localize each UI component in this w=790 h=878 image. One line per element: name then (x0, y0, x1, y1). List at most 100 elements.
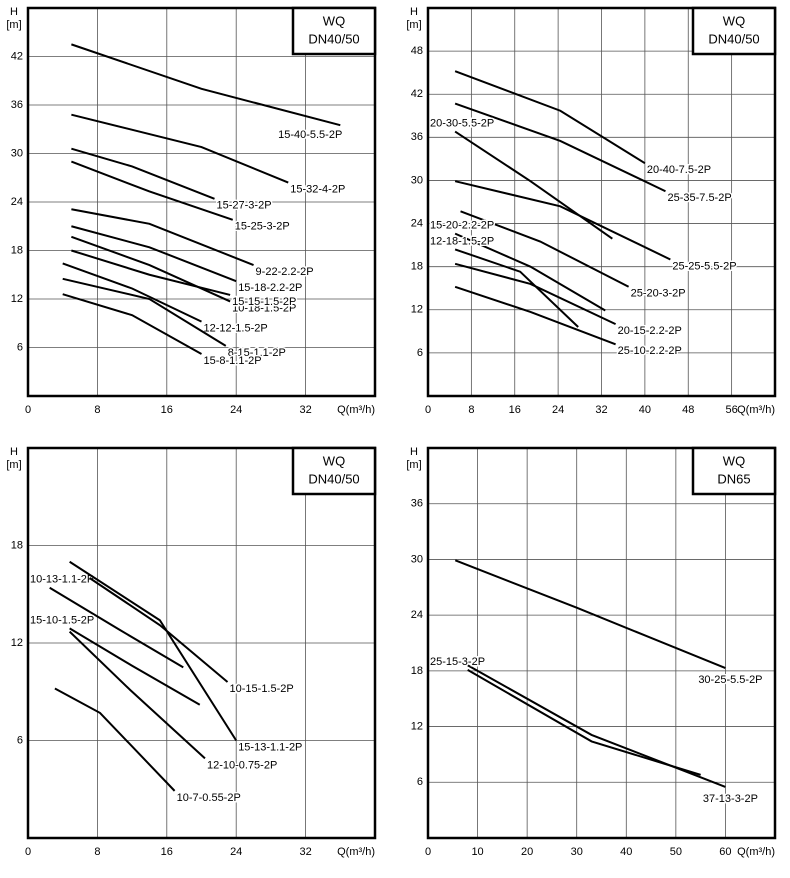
x-tick-label: 0 (25, 846, 31, 858)
y-axis-unit: [m] (406, 459, 421, 471)
pump-curve (69, 560, 238, 742)
y-tick-label: 6 (417, 776, 423, 788)
y-tick-label: 30 (411, 553, 423, 565)
y-axis-label: H (410, 446, 418, 458)
curve-label: 10-15-1.5-2P (230, 683, 294, 695)
curve-label: 15-25-3-2P (235, 221, 290, 233)
y-tick-label: 24 (11, 196, 23, 208)
pump-curve (454, 70, 646, 165)
curve-label: 25-35-7.5-2P (667, 192, 731, 204)
y-tick-label: 18 (411, 261, 423, 273)
pump-curve (71, 43, 341, 127)
y-tick-label: 12 (411, 720, 423, 732)
plot-frame (26, 6, 377, 398)
chart-subtitle: DN40/50 (308, 471, 359, 486)
chart-title: WQ (723, 13, 745, 28)
curve-label: 12-10-0.75-2P (207, 759, 277, 771)
x-tick-label: 40 (639, 404, 651, 416)
pump-curve (467, 664, 726, 788)
x-tick-label: 24 (230, 404, 242, 416)
y-tick-label: 36 (11, 99, 23, 111)
y-tick-label: 18 (11, 539, 23, 551)
pump-curve (71, 235, 231, 303)
y-tick-label: 18 (411, 665, 423, 677)
pump-curve (71, 225, 237, 283)
x-axis-label: Q(m³/h) (737, 404, 775, 416)
pump-curve (454, 232, 606, 312)
y-axis-unit: [m] (6, 459, 21, 471)
curve-label: 15-32-4-2P (290, 184, 345, 196)
pump-curve (89, 577, 229, 683)
x-tick-label: 32 (595, 404, 607, 416)
pump-curve (49, 586, 184, 669)
curve-label: 25-10-2.2-2P (618, 345, 682, 357)
title-box (691, 446, 777, 496)
x-tick-label: 8 (94, 404, 100, 416)
x-tick-label: 40 (620, 846, 632, 858)
chart-subtitle: DN65 (717, 471, 750, 486)
y-tick-label: 12 (11, 637, 23, 649)
title-box (291, 446, 377, 496)
x-axis-label: Q(m³/h) (337, 404, 375, 416)
curve-label: 15-13-1.1-2P (238, 741, 302, 753)
y-tick-label: 36 (411, 131, 423, 143)
x-tick-label: 24 (552, 404, 564, 416)
curve-label: 37-13-3-2P (703, 793, 758, 805)
pump-curve (454, 559, 726, 669)
pump-curve (454, 102, 666, 193)
x-tick-label: 16 (509, 404, 521, 416)
pump-curve (454, 262, 617, 326)
pump-curve (467, 669, 701, 776)
y-tick-label: 42 (11, 50, 23, 62)
pump-curve (460, 210, 630, 288)
curve-label: 12-18-1.5-2P (430, 235, 494, 247)
x-tick-label: 48 (682, 404, 694, 416)
curve-label: 15-15-1.5-2P (232, 296, 296, 308)
pump-curve (454, 285, 616, 346)
pump-curve (71, 208, 254, 266)
curve-label: 15-40-5.5-2P (278, 129, 342, 141)
y-tick-label: 6 (17, 734, 23, 746)
x-tick-label: 8 (468, 404, 474, 416)
curve-label: 20-15-2.2-2P (618, 325, 682, 337)
x-tick-label: 60 (719, 846, 731, 858)
y-axis-label: H (10, 446, 18, 458)
y-axis-unit: [m] (406, 19, 421, 31)
x-axis-label: Q(m³/h) (337, 846, 375, 858)
pump-curve (71, 147, 215, 200)
title-box (691, 6, 777, 56)
curve-label: 20-40-7.5-2P (647, 164, 711, 176)
curve-label: 10-18-1.5-2P (232, 302, 296, 314)
chart-subtitle: DN40/50 (708, 31, 759, 46)
curve-label: 15-20-2.2-2P (430, 220, 494, 232)
chart-title: WQ (323, 13, 345, 28)
y-tick-label: 24 (411, 217, 423, 229)
curve-label: 8-15-1.1-2P (228, 347, 286, 359)
curve-label: 30-25-5.5-2P (698, 674, 762, 686)
x-axis-label: Q(m³/h) (737, 846, 775, 858)
plot-frame (426, 446, 777, 840)
pump-curve (71, 113, 289, 184)
pump-curve (71, 249, 231, 296)
curve-label: 10-13-1.1-2P (30, 574, 94, 586)
x-tick-label: 0 (425, 846, 431, 858)
pump-curve (454, 248, 579, 328)
y-axis-label: H (410, 6, 418, 18)
x-tick-label: 0 (425, 404, 431, 416)
y-tick-label: 12 (11, 293, 23, 305)
x-tick-label: 32 (299, 404, 311, 416)
y-axis-label: H (10, 6, 18, 18)
x-tick-label: 56 (726, 404, 738, 416)
y-tick-label: 48 (411, 45, 423, 57)
curve-label: 15-10-1.5-2P (30, 614, 94, 626)
y-tick-label: 24 (411, 609, 423, 621)
chart-title: WQ (723, 453, 745, 468)
curve-label: 15-8-1.1-2P (204, 355, 262, 367)
x-tick-label: 8 (94, 846, 100, 858)
pump-curve (62, 293, 202, 355)
pump-curve (71, 160, 234, 221)
y-axis-unit: [m] (6, 19, 21, 31)
y-tick-label: 6 (417, 347, 423, 359)
pump-curve (69, 627, 201, 706)
curve-label: 15-18-2.2-2P (238, 282, 302, 294)
